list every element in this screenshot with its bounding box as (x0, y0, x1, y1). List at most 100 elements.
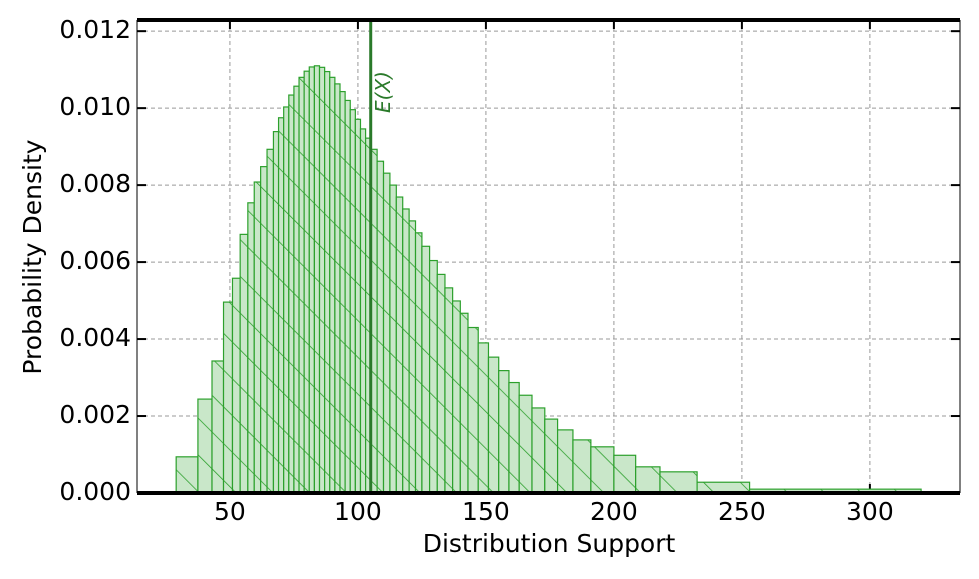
bar-hatch (313, 65, 321, 494)
bar-hatch (329, 76, 336, 494)
bar-group (376, 160, 385, 494)
y-tick-label: 0.012 (59, 15, 131, 44)
bar-hatch (247, 202, 255, 494)
bar-group (324, 70, 331, 494)
bar-hatch (508, 381, 520, 494)
bar-group (544, 418, 559, 494)
bar-hatch (260, 166, 268, 494)
bar-group (334, 83, 341, 494)
bar-group (303, 70, 310, 494)
bar-hatch (277, 117, 285, 494)
bar-group (508, 381, 520, 494)
bar-hatch (487, 356, 500, 494)
bar-hatch (318, 66, 326, 494)
bar-hatch (518, 394, 533, 494)
bar-group (487, 356, 500, 494)
bar-hatch (376, 160, 385, 494)
bar-group (498, 370, 510, 494)
bar-group (313, 65, 321, 494)
bar-group (318, 66, 326, 494)
bar-hatch (324, 70, 331, 494)
bar-hatch (231, 277, 241, 494)
bar-group (266, 148, 275, 494)
bar-hatch (344, 99, 351, 494)
bar-group (452, 300, 461, 494)
bar-group (344, 99, 351, 494)
bar-group (283, 106, 290, 494)
bar-hatch (408, 220, 417, 494)
bar-hatch (635, 466, 661, 494)
bar-group (421, 245, 431, 494)
bar-group (239, 233, 249, 494)
bar-group (659, 471, 698, 494)
bar-group (260, 166, 268, 494)
bar-group (395, 196, 404, 494)
bar-group (339, 90, 346, 494)
bar-group (222, 301, 234, 494)
bar-group (329, 76, 336, 494)
bar-group (354, 118, 362, 494)
bar-group (277, 117, 285, 494)
bar-hatch (197, 398, 213, 494)
bar-hatch (354, 118, 362, 494)
x-tick-label: 150 (462, 497, 510, 526)
bar-group (175, 456, 199, 494)
bar-hatch (467, 326, 479, 494)
y-tick-label: 0.002 (59, 400, 131, 429)
y-tick-label: 0.004 (59, 323, 131, 352)
x-tick-label: 200 (590, 497, 638, 526)
bar-group (231, 277, 241, 494)
bar-group (459, 312, 469, 494)
bar-hatch (444, 287, 454, 494)
bar-hatch (382, 172, 391, 494)
bar-group (436, 273, 446, 494)
bar-hatch (349, 109, 356, 494)
bar-group (389, 184, 397, 494)
bar-hatch (395, 196, 404, 494)
y-axis-label: Probability Density (18, 139, 47, 374)
bar-group (402, 208, 410, 494)
bar-hatch (531, 407, 546, 494)
bar-hatch (459, 312, 469, 494)
bar-hatch (389, 184, 397, 494)
bar-group (247, 202, 255, 494)
bar-hatch (590, 446, 615, 494)
bar-hatch (572, 439, 592, 494)
x-tick-label: 300 (846, 497, 894, 526)
y-tick-label: 0.008 (59, 169, 131, 198)
bar-hatch (266, 148, 275, 494)
y-tick-label: 0.010 (59, 92, 131, 121)
bar-group (572, 439, 592, 494)
bar-group (197, 398, 213, 494)
bar-hatch (421, 245, 431, 494)
bar-hatch (556, 429, 574, 494)
bar-hatch (211, 360, 225, 494)
bar-group (531, 407, 546, 494)
bar-group (556, 429, 574, 494)
bar-hatch (436, 273, 446, 494)
bar-hatch (428, 259, 438, 494)
bar-group (298, 76, 305, 494)
bar-hatch (659, 471, 698, 494)
bar-group (211, 360, 225, 494)
bar-group (253, 181, 262, 494)
bar-hatch (272, 131, 280, 494)
bar-hatch (308, 66, 315, 494)
bar-group (293, 85, 300, 494)
bar-group (635, 466, 661, 494)
bar-hatch (613, 454, 637, 494)
bar-group (272, 131, 280, 494)
x-tick-label: 250 (718, 497, 766, 526)
bar-group (382, 172, 391, 494)
bar-hatch (452, 300, 461, 494)
bar-hatch (175, 456, 199, 494)
bar-group (408, 220, 417, 494)
bar-group (590, 446, 615, 494)
bar-hatch (303, 70, 310, 494)
bar-hatch (477, 342, 490, 494)
bar-hatch (544, 418, 559, 494)
bar-hatch (288, 94, 295, 494)
bar-group (349, 109, 356, 494)
bar-group (414, 232, 423, 494)
